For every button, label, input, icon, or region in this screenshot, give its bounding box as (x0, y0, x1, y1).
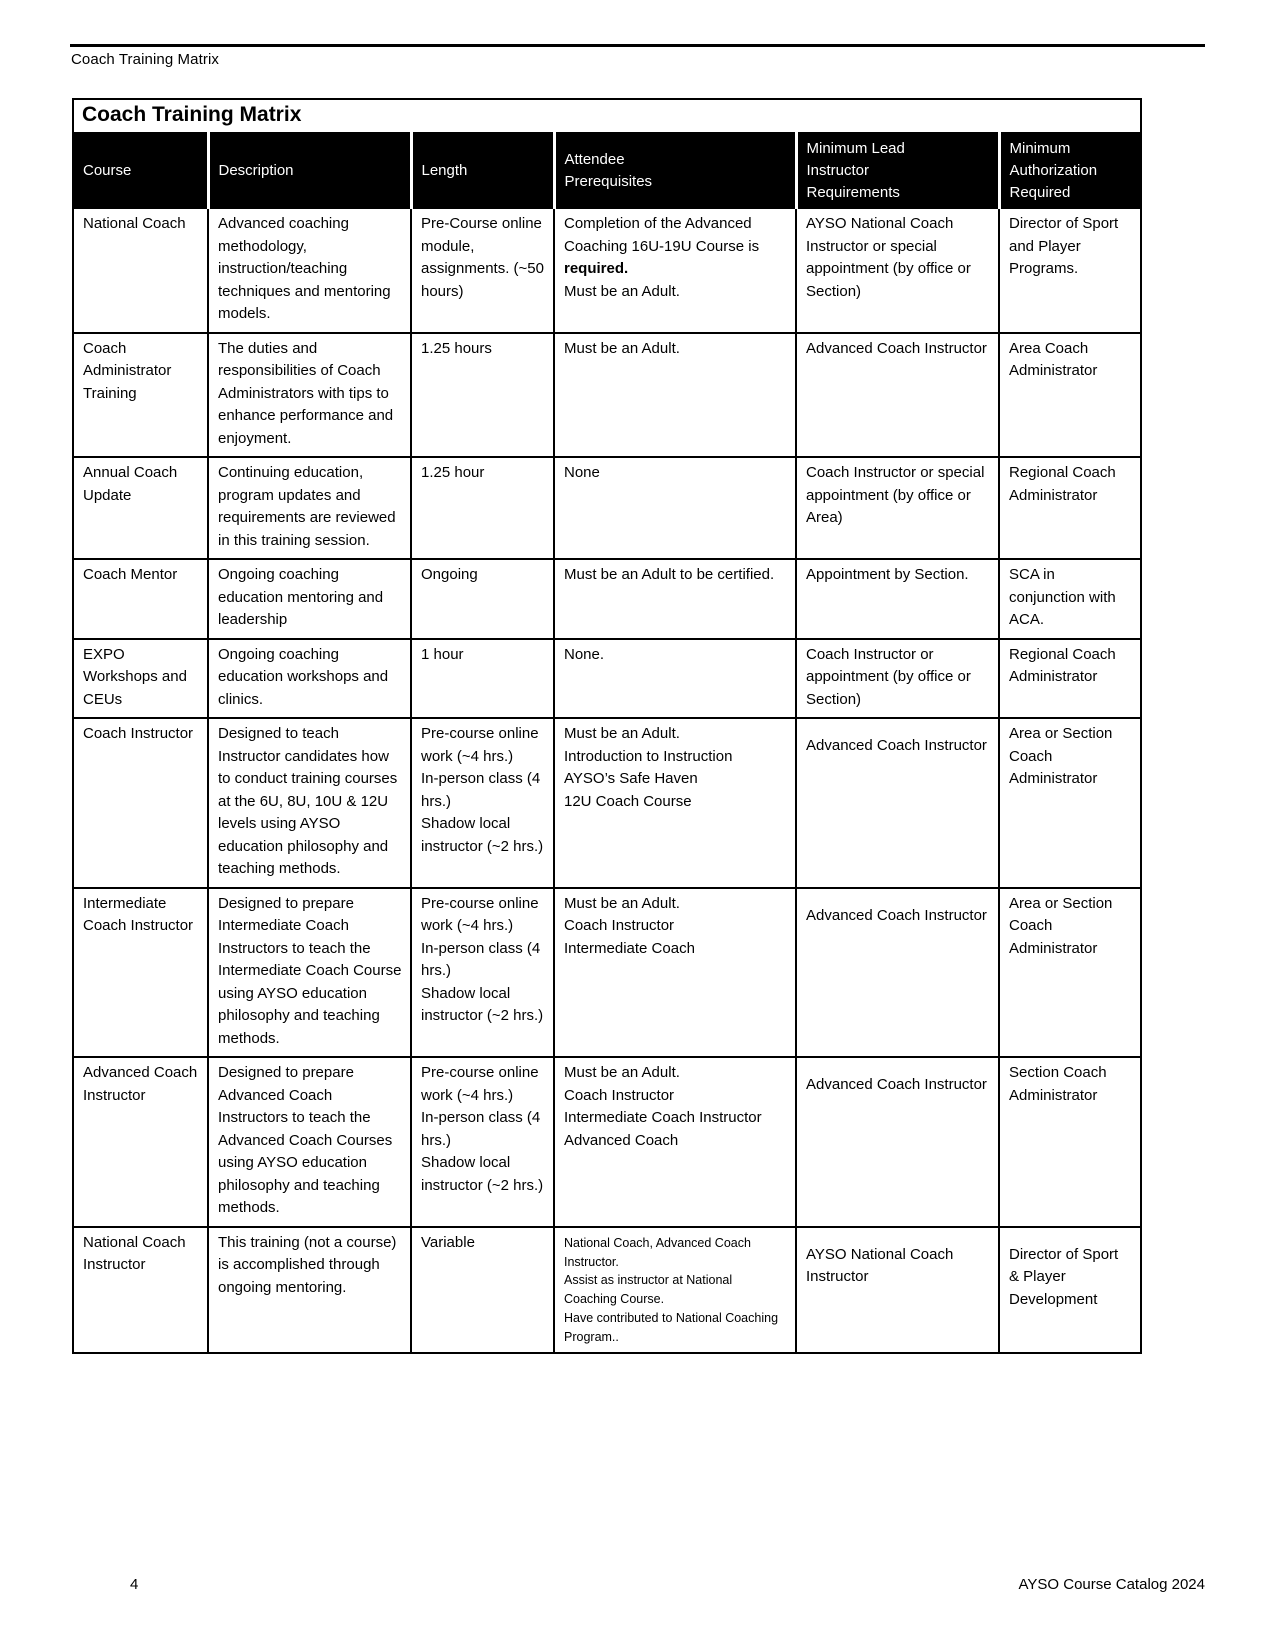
cell-prereq: None. (553, 637, 797, 720)
cell-lead: Advanced Coach Instructor (795, 886, 1000, 1059)
cell-course: Intermediate Coach Instructor (72, 886, 209, 1059)
cell-length: Ongoing (410, 558, 555, 640)
table-row: National Coach Instructor This training (… (72, 1225, 1142, 1355)
footer-page-number: 4 (130, 1576, 139, 1593)
cell-prereq: Must be an Adult. Coach Instructor Inter… (553, 886, 797, 1059)
cell-lead: Advanced Coach Instructor (795, 331, 1000, 459)
cell-description: Continuing education, program updates an… (207, 456, 412, 561)
page-header-label: Coach Training Matrix (71, 51, 219, 68)
cell-length: Pre-course online work (~4 hrs.) In-pers… (410, 886, 555, 1059)
cell-course: National Coach (72, 207, 209, 334)
column-header: Attendee Prerequisites (552, 131, 796, 210)
cell-prereq: Must be an Adult. (553, 331, 797, 459)
column-header: Minimum Authorization Required (997, 131, 1142, 210)
column-header: Description (206, 131, 411, 210)
cell-length: 1.25 hour (410, 456, 555, 561)
cell-prereq: National Coach, Advanced Coach Instructo… (553, 1225, 797, 1355)
cell-description: Designed to prepare Advanced Coach Instr… (207, 1056, 412, 1228)
cell-auth: Director of Sport and Player Programs. (998, 207, 1142, 334)
table-title-row: Coach Training Matrix (72, 98, 1142, 134)
table-body: National Coach Advanced coaching methodol… (72, 207, 1142, 1355)
cell-lead: AYSO National Coach Instructor (795, 1225, 1000, 1355)
cell-course: Coach Administrator Training (72, 331, 209, 459)
column-header: Course (72, 131, 208, 210)
footer-catalog-label: AYSO Course Catalog 2024 (1018, 1576, 1206, 1593)
cell-description: Advanced coaching methodology, instructi… (207, 207, 412, 334)
cell-lead: Coach Instructor or appointment (by offi… (795, 637, 1000, 720)
cell-length: 1 hour (410, 637, 555, 720)
cell-auth: Area or Section Coach Administrator (998, 886, 1142, 1059)
table-row: Coach Instructor Designed to teach Instru… (72, 717, 1142, 889)
cell-lead: Appointment by Section. (795, 558, 1000, 640)
cell-lead: Advanced Coach Instructor (795, 1056, 1000, 1228)
table-row: Intermediate Coach Instructor Designed to… (72, 886, 1142, 1059)
cell-auth: Regional Coach Administrator (998, 456, 1142, 561)
table-row: Advanced Coach Instructor Designed to pre… (72, 1056, 1142, 1228)
cell-auth: Area Coach Administrator (998, 331, 1142, 459)
cell-description: The duties and responsibilities of Coach… (207, 331, 412, 459)
table-row: Annual Coach Update Continuing education,… (72, 456, 1142, 561)
cell-course: Advanced Coach Instructor (72, 1056, 209, 1228)
header-rule-divider (70, 44, 1205, 47)
cell-prereq: None (553, 456, 797, 561)
cell-lead: Advanced Coach Instructor (795, 717, 1000, 889)
table-title: Coach Training Matrix (72, 98, 1142, 134)
cell-auth: SCA in conjunction with ACA. (998, 558, 1142, 640)
cell-lead: Coach Instructor or special appointment … (795, 456, 1000, 561)
cell-course: EXPO Workshops and CEUs (72, 637, 209, 720)
cell-auth: Regional Coach Administrator (998, 637, 1142, 720)
cell-length: 1.25 hours (410, 331, 555, 459)
cell-length: Variable (410, 1225, 555, 1355)
cell-prereq: Completion of the Advanced Coaching 16U-… (553, 207, 797, 334)
column-header-row: Course Description Length Attendee Prerequi… (72, 131, 1142, 210)
cell-course: Coach Mentor (72, 558, 209, 640)
table-row: Coach Administrator Training The duties a… (72, 331, 1142, 459)
cell-course: National Coach Instructor (72, 1225, 209, 1355)
column-header: Minimum Lead Instructor Requirements (794, 131, 999, 210)
cell-description: Ongoing coaching education workshops and… (207, 637, 412, 720)
cell-auth: Section Coach Administrator (998, 1056, 1142, 1228)
cell-description: This training (not a course) is accompli… (207, 1225, 412, 1355)
cell-description: Ongoing coaching education mentoring and… (207, 558, 412, 640)
cell-prereq: Must be an Adult to be certified. (553, 558, 797, 640)
cell-auth: Director of Sport & Player Development (998, 1225, 1142, 1355)
cell-description: Designed to prepare Intermediate Coach I… (207, 886, 412, 1059)
cell-auth: Area or Section Coach Administrator (998, 717, 1142, 889)
cell-course: Coach Instructor (72, 717, 209, 889)
table-row: EXPO Workshops and CEUs Ongoing coaching … (72, 637, 1142, 720)
coach-training-matrix-table: Coach Training Matrix Course Description L… (72, 98, 1142, 1355)
cell-prereq: Must be an Adult. Coach Instructor Inter… (553, 1056, 797, 1228)
cell-length: Pre-course online work (~4 hrs.) In-pers… (410, 1056, 555, 1228)
cell-course: Annual Coach Update (72, 456, 209, 561)
cell-description: Designed to teach Instructor candidates … (207, 717, 412, 889)
cell-prereq: Must be an Adult. Introduction to Instru… (553, 717, 797, 889)
table-row: National Coach Advanced coaching methodol… (72, 207, 1142, 334)
cell-lead: AYSO National Coach Instructor or specia… (795, 207, 1000, 334)
table-row: Coach Mentor Ongoing coaching education m… (72, 558, 1142, 640)
cell-length: Pre-course online work (~4 hrs.) In-pers… (410, 717, 555, 889)
column-header: Length (409, 131, 554, 210)
cell-length: Pre-Course online module, assignments. (… (410, 207, 555, 334)
